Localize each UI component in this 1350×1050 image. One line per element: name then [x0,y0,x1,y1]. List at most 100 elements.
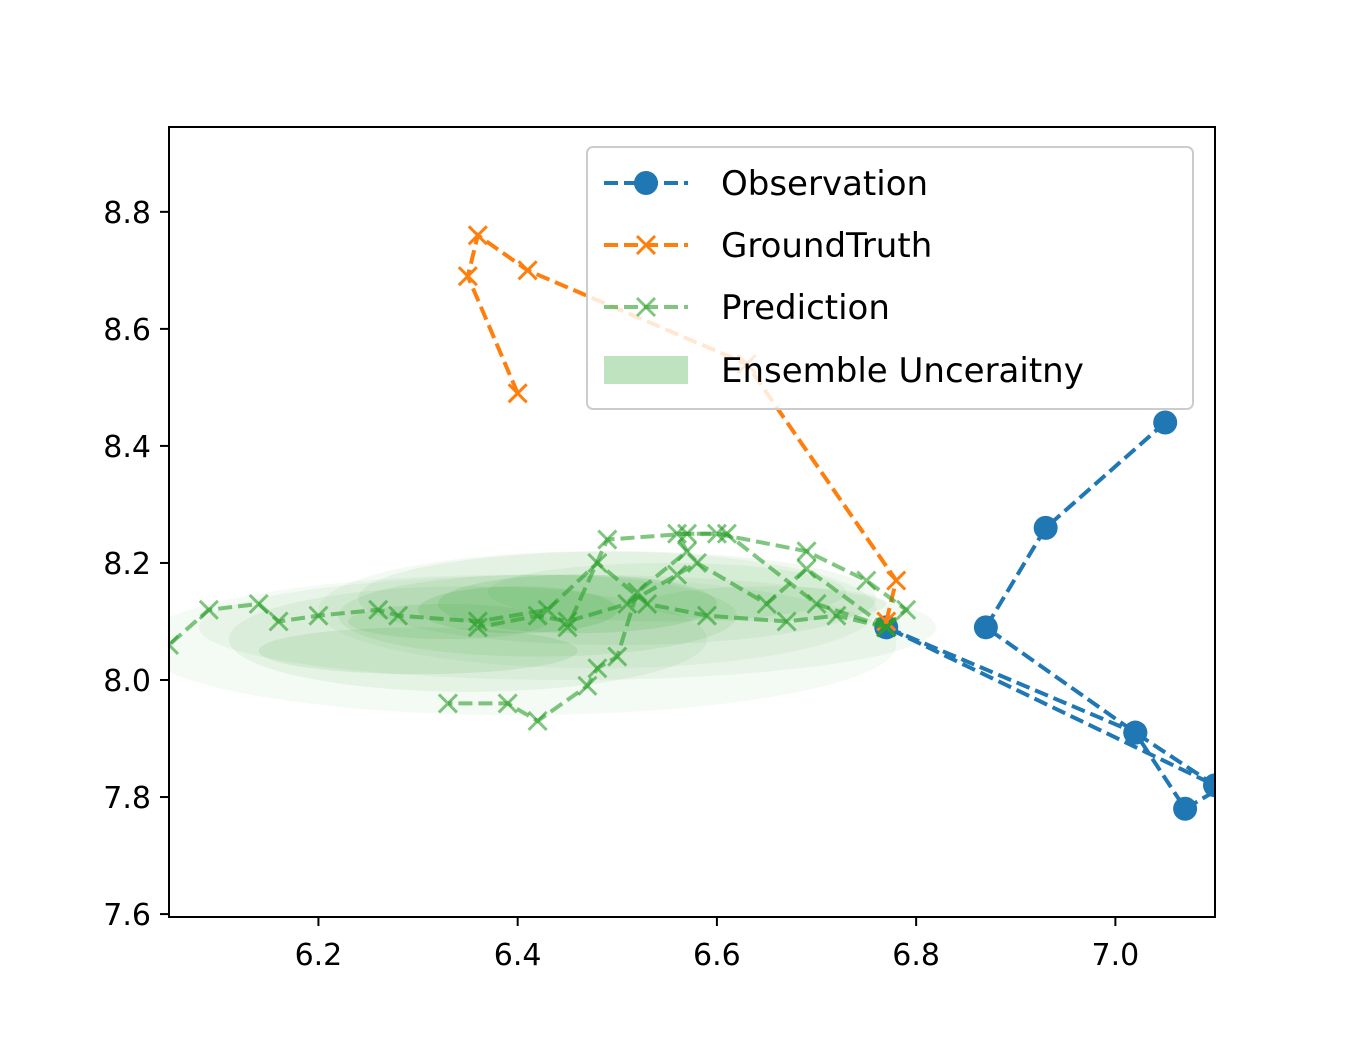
data-point-groundtruth-stroke [886,570,907,591]
uncertainty-ellipse [358,551,877,645]
x-axis: 6.2 6.4 6.6 6.8 7.0 [295,917,1140,973]
series-layer [169,225,1215,821]
data-point-prediction [716,523,737,544]
y-tick-label: 8.2 [103,547,151,582]
data-point-prediction-stroke [388,605,409,626]
legend-label: Prediction [721,288,890,328]
data-point-prediction-stroke [607,646,628,667]
legend-entry: Ensemble Unceraitny [604,351,1084,391]
data-point-prediction [497,693,518,714]
y-tick-label: 7.6 [103,898,151,933]
data-point-prediction-stroke [896,599,917,620]
data-point-prediction [896,599,917,620]
uncertainty-ellipse [318,551,877,669]
data-point-observation [1153,410,1178,435]
uncertainty-ellipse [437,574,717,634]
data-point-prediction [527,710,548,732]
data-point-observation [1203,773,1215,798]
legend-marker [635,296,657,318]
data-point-prediction-stroke [467,611,488,632]
y-tick-label: 8.8 [103,196,151,231]
series-prediction [557,523,897,638]
series-groundtruth [457,225,907,632]
data-point-prediction [696,605,718,626]
data-point-prediction-stroke [666,564,688,585]
data-point-prediction [686,552,708,574]
data-point-prediction-stroke [796,541,817,562]
data-point-prediction [796,558,817,579]
data-point-prediction [169,634,180,655]
series-line-prediction [447,531,910,724]
uncertainty-ellipse [228,586,707,692]
data-point-prediction [806,593,827,614]
data-point-prediction-stroke [169,642,180,655]
data-point-prediction [368,599,389,620]
data-point-observation [973,615,998,640]
data-point-prediction-stroke [686,552,708,574]
legend-swatch [604,356,688,384]
series-prediction [169,552,897,655]
legend-box [586,146,1194,410]
data-point-prediction-stroke [198,599,219,620]
legend-entry: Prediction [604,288,890,328]
data-point-prediction-stroke [169,634,180,648]
data-point-prediction-stroke [597,529,618,550]
data-point-prediction-stroke [796,558,817,579]
data-point-prediction-stroke [776,611,797,632]
data-point-prediction-stroke [308,605,329,626]
legend-label: Observation [721,164,928,204]
legend-label: GroundTruth [721,226,932,266]
data-point-groundtruth-stroke [517,260,538,281]
x-tick-label: 7.0 [1092,938,1140,973]
data-point-observation [1173,796,1198,821]
legend: Observation GroundTruth Prediction Ensemble… [586,146,1194,410]
data-point-prediction-stroke [497,693,518,714]
data-point-prediction-stroke [557,617,578,638]
y-tick-label: 8.6 [103,313,151,348]
data-point-prediction [676,523,698,544]
uncertainty-ellipse [258,627,578,675]
data-point-prediction-stroke [587,658,608,679]
data-point-prediction-stroke [806,593,827,614]
data-point-prediction-stroke [268,611,289,632]
data-point-groundtruth [457,266,478,287]
data-point-prediction [666,564,688,585]
legend-entry: GroundTruth [604,226,932,266]
legend-marker-stroke [635,234,657,256]
plot-frame [168,126,1216,918]
data-point-groundtruth [517,260,538,281]
data-point-prediction [826,605,847,626]
data-point-prediction-stroke [716,523,737,544]
data-point-prediction [198,599,219,620]
data-point-prediction [467,617,488,638]
data-point-prediction-stroke [248,593,269,614]
legend-marker [635,234,657,256]
data-point-groundtruth-stroke [507,383,528,404]
data-point-prediction [756,593,777,614]
data-point-prediction [388,605,409,626]
data-point-prediction-stroke [637,593,658,614]
data-point-observation [1033,515,1058,540]
data-point-prediction [587,658,608,679]
legend-marker [634,171,658,195]
data-point-prediction-stroke [368,599,389,620]
legend-entry: Observation [604,164,928,204]
series-observation [874,410,1215,821]
data-point-prediction [617,593,638,614]
data-point-prediction [557,617,578,638]
legend-label: Ensemble Unceraitny [721,351,1084,391]
data-point-prediction-stroke [876,617,897,638]
data-point-prediction-stroke [577,675,598,696]
data-point-prediction-stroke [856,570,877,591]
x-tick-label: 6.6 [693,938,741,973]
data-point-groundtruth [467,225,488,246]
data-point-prediction [437,693,458,714]
data-point-prediction-stroke [617,593,638,614]
x-tick-label: 6.2 [295,938,343,973]
data-point-prediction-stroke [756,593,777,614]
data-point-prediction [856,570,877,591]
data-point-prediction-stroke [696,605,718,626]
y-tick-label: 7.8 [103,781,151,816]
data-point-prediction [597,529,618,550]
